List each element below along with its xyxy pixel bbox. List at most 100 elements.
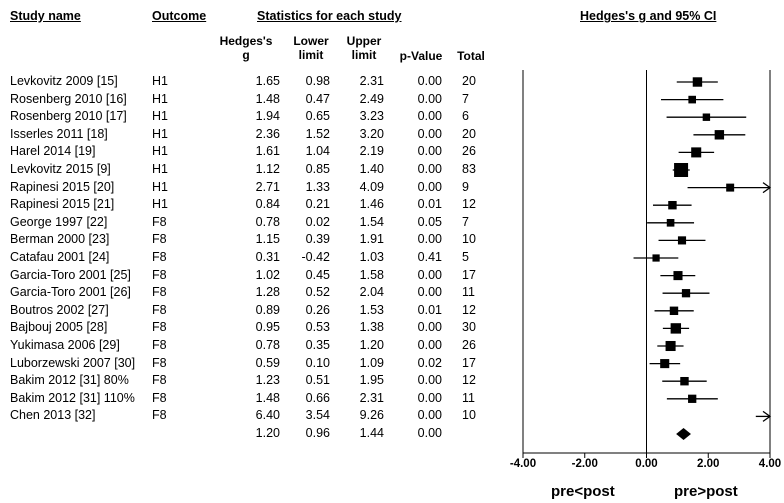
cell-lower-limit: 0.65 [305,109,330,124]
summary-diamond [676,428,691,440]
effect-square [714,130,725,140]
cell-total: 20 [462,126,476,141]
header-upper-limit: Upper limit [346,34,382,62]
cell-study-name: Rapinesi 2015 [21] [10,197,115,212]
ci-arrow [762,182,772,194]
cell-p-value: 0.00 [417,373,442,388]
cell-study-name: George 1997 [22] [10,214,108,229]
cell-total: 11 [462,390,475,405]
x-tick-label: 4.00 [758,458,782,470]
cell-upper-limit: 1.38 [359,320,384,335]
cell-study-name: Harel 2014 [19] [10,144,96,159]
cell-hedges-g: 1.94 [255,109,280,124]
cell-hedges-g: 0.89 [255,302,280,317]
effect-square [669,306,679,316]
cell-study-name: Luborzewski 2007 [30] [10,355,136,370]
cell-study-name: Bajbouj 2005 [28] [10,320,108,335]
cell-p-value: 0.00 [417,126,442,141]
cell-upper-limit: 2.31 [359,74,384,88]
cell-lower-limit: 0.85 [305,162,330,176]
cell-lower-limit: 1.04 [305,144,330,159]
cell-hedges-g: 2.36 [255,126,280,141]
effect-square [726,183,735,192]
cell-lower-limit: 0.96 [305,426,330,440]
x-tick-label: 0.00 [635,458,658,470]
cell-outcome: F8 [152,267,167,282]
cell-hedges-g: 1.28 [255,285,280,300]
cell-study-name: Berman 2000 [23] [10,232,110,247]
effect-square [691,147,702,158]
cell-study-name: Boutros 2002 [27] [10,302,109,317]
cell-hedges-g: 0.31 [255,250,280,264]
cell-study-name: Isserles 2011 [18] [10,126,108,141]
cell-outcome: F8 [152,250,167,264]
cell-total: 9 [462,179,469,194]
cell-lower-limit: 1.52 [305,126,330,141]
cell-total: 12 [462,302,476,317]
x-tick-label: -4.00 [509,458,537,470]
cell-p-value: 0.00 [417,390,442,405]
cell-study-name: Rosenberg 2010 [16] [10,91,127,106]
cell-hedges-g: 2.71 [255,179,280,194]
cell-p-value: 0.01 [417,302,442,317]
cell-upper-limit: 1.03 [359,250,384,264]
cell-upper-limit: 2.19 [359,144,384,159]
header-outcome: Outcome [152,9,207,23]
cell-total: 12 [462,197,476,212]
x-tick-label: -2.00 [571,458,598,470]
cell-total: 12 [462,373,476,388]
effect-square [688,394,697,403]
cell-outcome: F8 [152,338,167,352]
cell-hedges-g: 1.20 [255,426,280,440]
cell-outcome: H1 [152,144,168,159]
cell-outcome: F8 [152,214,167,229]
cell-upper-limit: 1.54 [359,214,384,229]
cell-outcome: F8 [152,390,167,405]
cell-study-name: Garcia-Toro 2001 [26] [10,285,131,300]
cell-lower-limit: 0.66 [305,390,330,405]
cell-upper-limit: 1.53 [359,302,384,317]
cell-lower-limit: 0.98 [305,74,330,88]
cell-lower-limit: 0.10 [305,355,330,370]
x-tick-label: 2.00 [697,458,720,470]
cell-study-name: Yukimasa 2006 [29] [10,338,120,352]
cell-outcome: H1 [152,91,168,106]
cell-lower-limit: 0.21 [305,197,330,212]
cell-hedges-g: 1.48 [255,91,280,106]
cell-p-value: 0.00 [417,320,442,335]
header-p-value: p-Value [399,49,443,63]
cell-upper-limit: 2.49 [359,91,384,106]
cell-total: 10 [462,408,476,423]
cell-lower-limit: 3.54 [305,408,330,423]
cell-upper-limit: 3.20 [359,126,384,141]
header-total: Total [457,49,485,63]
header-statistics: Statistics for each study [257,9,402,23]
cell-lower-limit: 0.02 [305,214,330,229]
label-pre-less-post: pre<post [551,483,615,500]
cell-upper-limit: 1.20 [359,338,384,352]
cell-total: 11 [462,285,475,300]
cell-study-name: Bakim 2012 [31] 110% [10,390,135,405]
cell-lower-limit: 0.39 [305,232,330,247]
cell-hedges-g: 1.15 [255,232,280,247]
cell-study-name: Levkovitz 2015 [9] [10,162,111,176]
cell-study-name: Bakim 2012 [31] 80% [10,373,129,388]
cell-study-name: Chen 2013 [32] [10,408,96,423]
cell-p-value: 0.00 [417,74,442,88]
cell-outcome: F8 [152,408,167,423]
cell-upper-limit: 1.91 [359,232,384,247]
effect-square [681,289,691,298]
effect-square [652,254,660,262]
cell-outcome: F8 [152,320,167,335]
effect-square [692,77,703,87]
cell-p-value: 0.00 [417,179,442,194]
cell-hedges-g: 0.78 [255,214,280,229]
cell-study-name: Rosenberg 2010 [17] [10,109,127,124]
cell-p-value: 0.01 [417,197,442,212]
cell-lower-limit: 0.52 [305,285,330,300]
ci-arrow [762,410,772,422]
cell-total: 20 [462,74,476,88]
cell-total: 5 [462,250,469,264]
cell-total: 7 [462,214,469,229]
cell-upper-limit: 1.95 [359,373,384,388]
